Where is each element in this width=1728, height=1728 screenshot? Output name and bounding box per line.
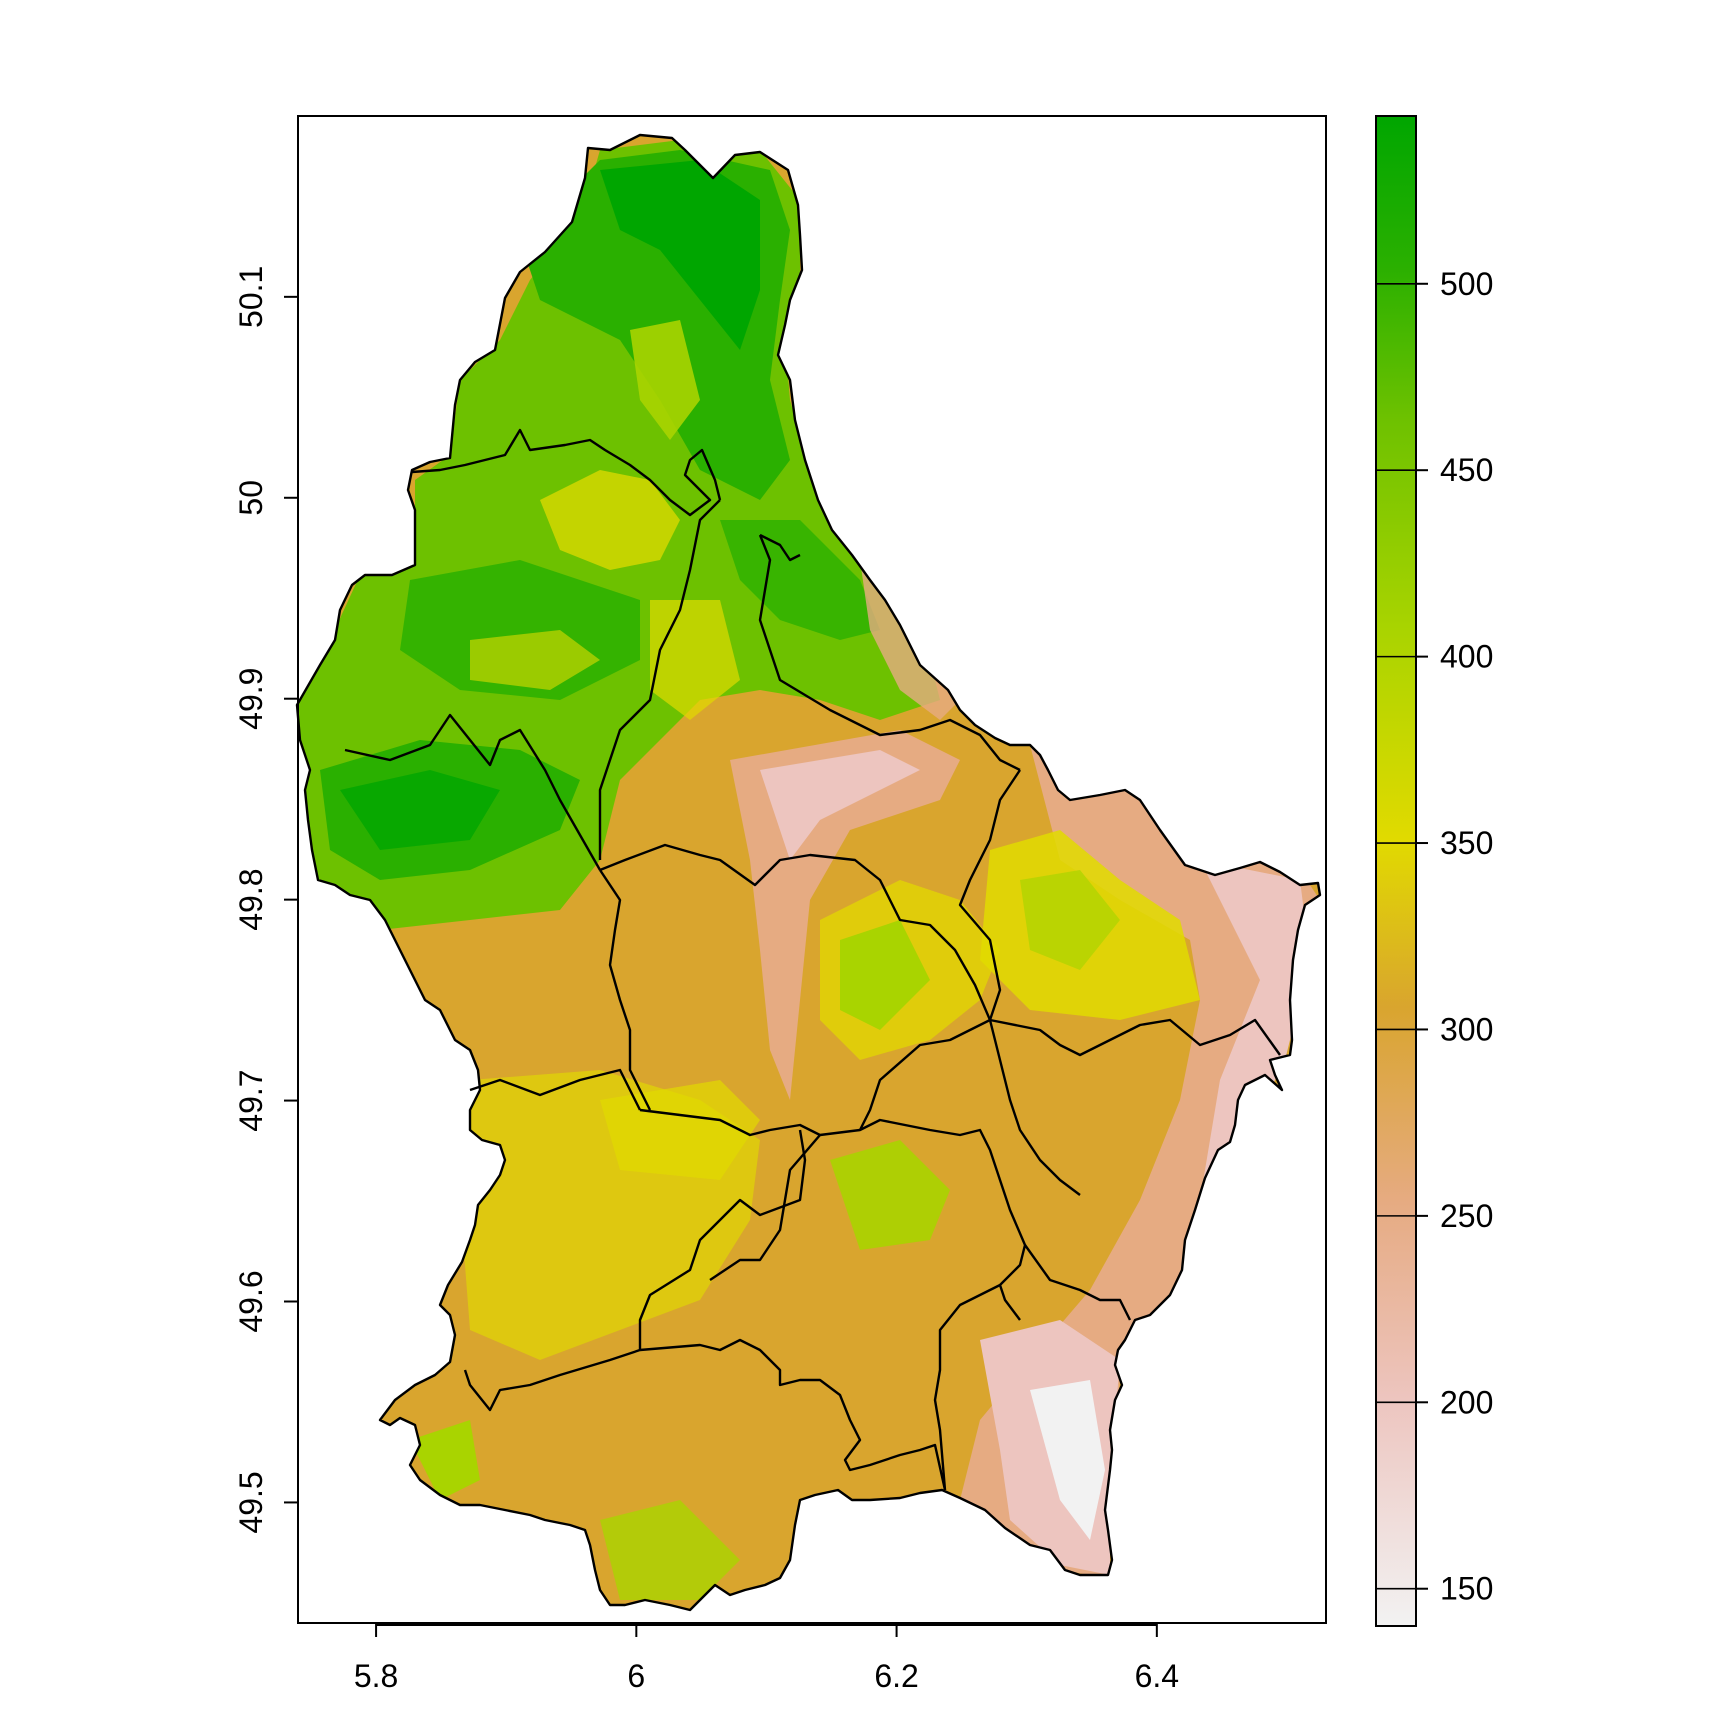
x-tick-label: 6.2 [874, 1658, 918, 1694]
y-tick-label: 50 [233, 480, 269, 516]
legend-tick-label: 400 [1440, 639, 1493, 675]
x-axis: 5.8 6 6.2 6.4 [354, 1623, 1179, 1694]
y-tick-label: 50.1 [233, 266, 269, 328]
y-tick-label: 49.9 [233, 668, 269, 730]
legend-tick-label: 300 [1440, 1011, 1493, 1047]
x-tick-label: 5.8 [354, 1658, 398, 1694]
y-axis: 49.5 49.6 49.7 49.8 49.9 50 50.1 [233, 266, 299, 1534]
y-tick-label: 49.7 [233, 1069, 269, 1131]
x-tick-label: 6 [627, 1658, 645, 1694]
legend-tick-label: 500 [1440, 266, 1493, 302]
legend-ticks: 150 200 250 300 350 400 450 500 [1376, 266, 1493, 1607]
y-tick-label: 49.8 [233, 868, 269, 930]
legend-tick-label: 450 [1440, 452, 1493, 488]
elevation-raster [297, 135, 1320, 1610]
legend-colorbar: 150 200 250 300 350 400 450 500 [1375, 115, 1493, 1627]
canton-borders [295, 133, 1322, 1612]
y-tick-label: 49.5 [233, 1471, 269, 1533]
legend-tick-label: 250 [1440, 1198, 1493, 1234]
legend-tick-label: 200 [1440, 1384, 1493, 1420]
legend-tick-label: 150 [1440, 1571, 1493, 1607]
legend-gradient-bar [1375, 115, 1417, 1627]
y-tick-label: 49.6 [233, 1270, 269, 1332]
legend-tick-label: 350 [1440, 825, 1493, 861]
x-tick-label: 6.4 [1135, 1658, 1179, 1694]
